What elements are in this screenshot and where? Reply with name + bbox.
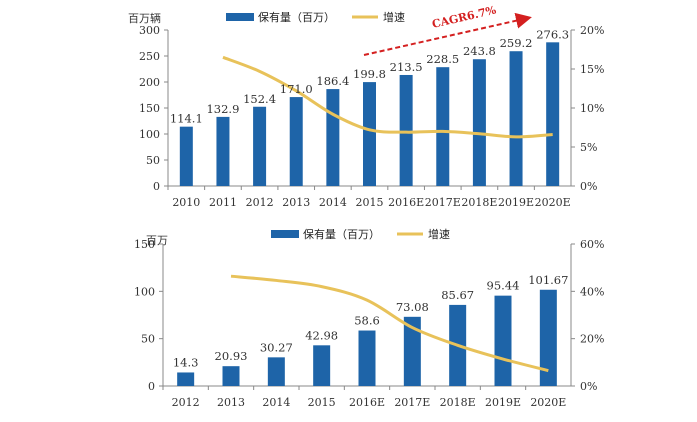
bar [494, 295, 512, 386]
cagr-label: CAGR6.7% [431, 3, 498, 31]
x-tick-label: 2018E [461, 196, 497, 209]
x-tick-label: 2014 [319, 196, 347, 209]
y-tick-label: 50 [141, 333, 155, 346]
bar-value-label: 58.6 [354, 314, 380, 328]
bar-value-label: 73.08 [396, 300, 429, 314]
y-tick-label: 50 [146, 154, 160, 167]
bar-value-label: 85.67 [441, 288, 474, 302]
bar [539, 289, 557, 386]
bar-value-label: 171.0 [280, 82, 313, 96]
growth-line [222, 55, 553, 139]
x-tick-label: 2020E [535, 196, 571, 209]
bar-value-label: 30.27 [260, 340, 293, 354]
y2-tick-label: 0% [580, 380, 597, 393]
y2-tick-label: 15% [580, 63, 604, 76]
chart-2-legend-bar-label: 保有量（百万） [303, 227, 380, 241]
y2-tick-label: 60% [580, 238, 604, 251]
y2-tick-label: 0% [580, 180, 597, 193]
bar-value-label: 259.2 [500, 36, 533, 50]
bar [253, 106, 267, 186]
x-tick-label: 2018E [440, 396, 476, 409]
chart-2-legend-bar-swatch [271, 230, 299, 238]
chart-1-legend-line-label: 增速 [383, 10, 405, 24]
y-tick-label: 300 [139, 24, 160, 37]
x-tick-label: 2010 [172, 196, 200, 209]
y-tick-label: 100 [139, 128, 160, 141]
bar [267, 357, 285, 386]
bar-value-label: 199.8 [353, 67, 386, 81]
y-tick-label: 100 [134, 285, 155, 298]
x-tick-label: 2019E [485, 396, 521, 409]
y-tick-label: 150 [139, 102, 160, 115]
bar [546, 42, 560, 186]
chart-2-legend-line-label: 增速 [428, 227, 450, 241]
chart-1-legend-bar-label: 保有量（百万） [258, 10, 335, 24]
bar [509, 51, 523, 186]
x-tick-label: 2014 [262, 396, 290, 409]
bar-value-label: 132.9 [206, 102, 239, 116]
bar-value-label: 213.5 [390, 60, 423, 74]
bar [222, 366, 240, 386]
bar [216, 116, 230, 186]
y2-tick-label: 10% [580, 102, 604, 115]
x-tick-label: 2012 [172, 396, 200, 409]
bar-value-label: 95.44 [487, 279, 520, 293]
bar-value-label: 228.5 [426, 52, 459, 66]
y-tick-label: 0 [153, 180, 160, 193]
bar-value-label: 152.4 [243, 92, 276, 106]
bar-value-label: 20.93 [215, 349, 248, 363]
bar [177, 372, 195, 386]
x-tick-label: 2020E [530, 396, 566, 409]
y2-tick-label: 20% [580, 333, 604, 346]
x-tick-label: 2017E [394, 396, 430, 409]
bar [289, 97, 303, 186]
x-tick-label: 2013 [217, 396, 245, 409]
bar [326, 89, 340, 186]
x-tick-label: 2013 [282, 196, 310, 209]
bar [179, 126, 193, 186]
y-tick-label: 150 [134, 238, 155, 251]
bar [313, 345, 331, 386]
bar-value-label: 14.3 [173, 355, 199, 369]
y2-tick-label: 5% [580, 141, 597, 154]
x-tick-label: 2015 [356, 196, 384, 209]
bar-value-label: 101.67 [528, 273, 568, 287]
x-tick-label: 2016E [388, 196, 424, 209]
bar-value-label: 42.98 [305, 328, 338, 342]
bar [358, 330, 376, 386]
cagr-arrow [363, 12, 532, 56]
bar [403, 316, 421, 386]
y-tick-label: 200 [139, 76, 160, 89]
bar [363, 82, 376, 186]
x-tick-label: 2017E [425, 196, 461, 209]
bar-value-label: 276.3 [536, 27, 569, 41]
bar-value-label: 114.1 [170, 112, 203, 126]
x-tick-label: 2019E [498, 196, 534, 209]
x-tick-label: 2012 [246, 196, 274, 209]
y2-tick-label: 20% [580, 24, 604, 37]
x-tick-label: 2016E [349, 396, 385, 409]
chart-1-y-unit: 百万辆 [128, 11, 161, 25]
y-tick-label: 250 [139, 50, 160, 63]
bar-value-label: 186.4 [316, 74, 349, 88]
bar [399, 74, 413, 186]
chart-1-legend-bar-swatch [226, 13, 254, 21]
x-tick-label: 2011 [209, 196, 237, 209]
bar [472, 59, 486, 186]
bar-value-label: 243.8 [463, 44, 496, 58]
x-tick-label: 2015 [308, 396, 336, 409]
y2-tick-label: 40% [580, 285, 604, 298]
y-tick-label: 0 [148, 380, 155, 393]
growth-line [230, 274, 549, 373]
chart-1: 百万辆 保有量（百万） 增速 0 50 100 150 200 250 300 0% 5% 10… [128, 3, 604, 209]
bar [436, 67, 450, 186]
